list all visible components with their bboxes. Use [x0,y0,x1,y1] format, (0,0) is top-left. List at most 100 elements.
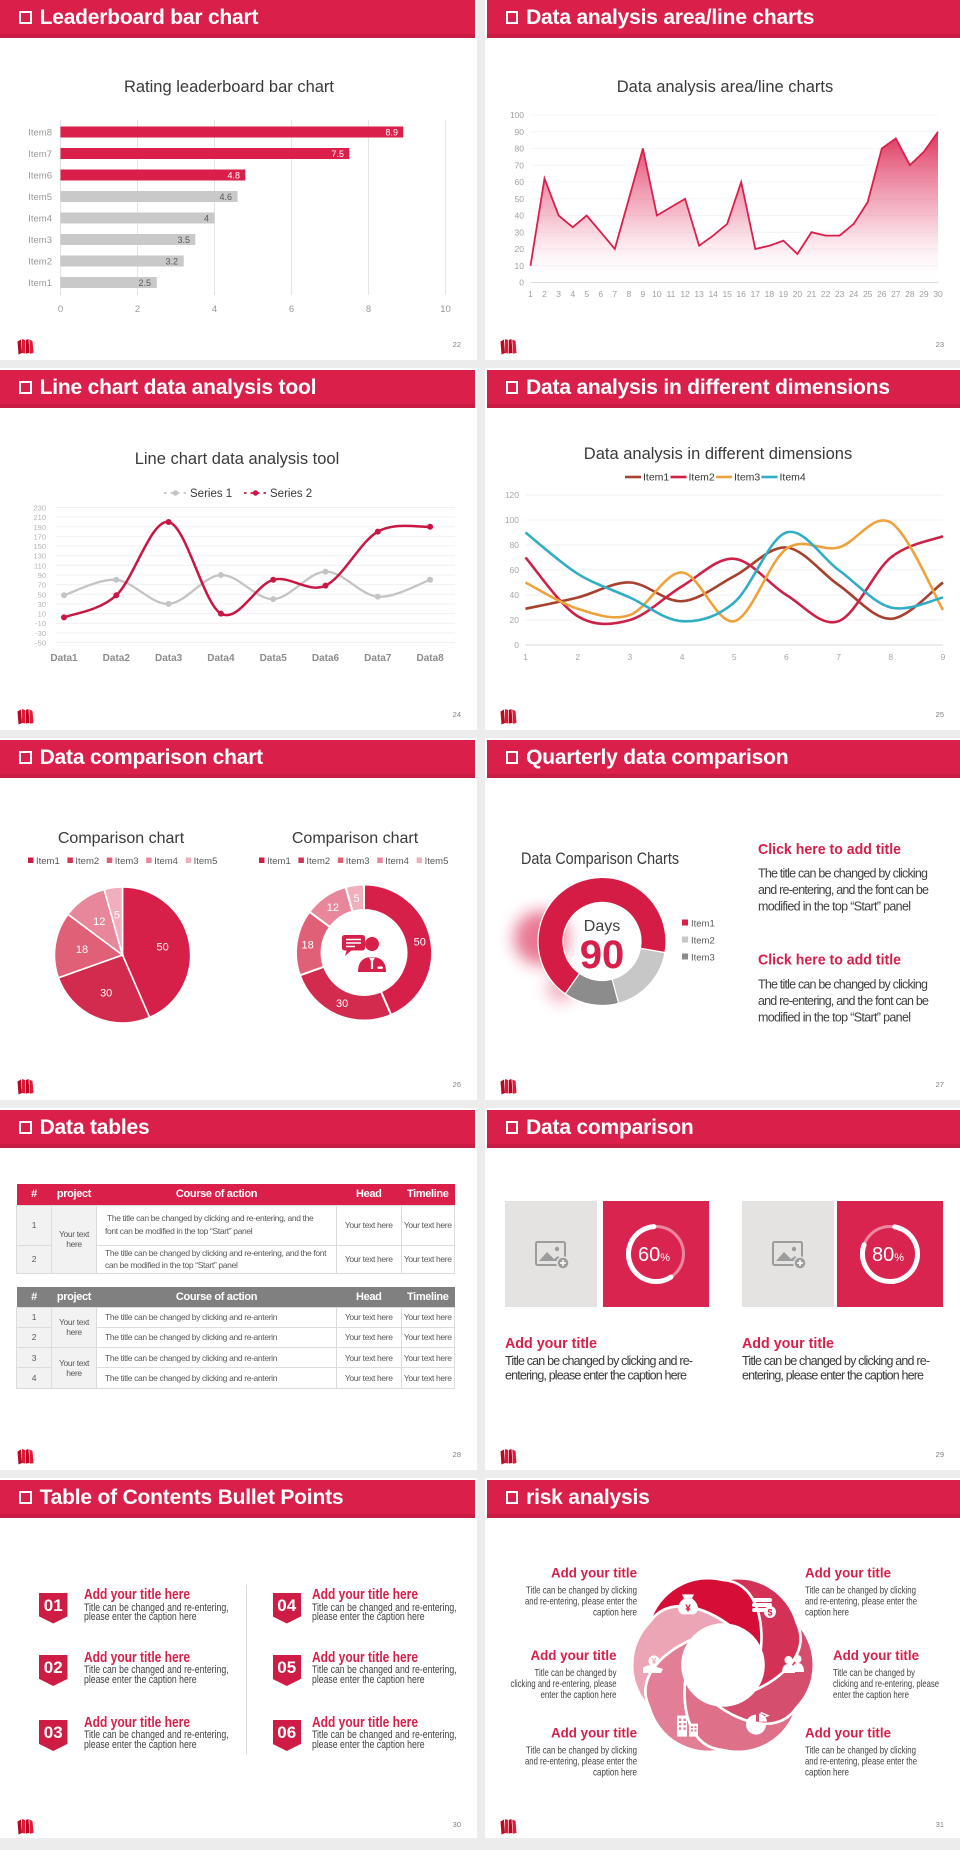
svg-text:Title can be changed by clicki: Title can be changed by clicking [526,1745,637,1757]
svg-text:Item4: Item4 [28,214,52,225]
svg-text:4: 4 [680,652,685,662]
svg-text:caption here: caption here [805,1766,849,1778]
svg-text:Data2: Data2 [103,653,131,664]
svg-text:50: 50 [38,590,46,599]
svg-text:10: 10 [515,261,525,271]
svg-text:210: 210 [33,513,46,522]
svg-text:2.5: 2.5 [138,278,151,288]
svg-text:13: 13 [694,289,704,299]
svg-text:Click here to add title: Click here to add title [758,952,901,969]
svg-text:and re-entering, and the font: and re-entering, and the font can be [758,883,929,897]
svg-text:$: $ [767,1607,772,1617]
svg-text:24: 24 [849,289,859,299]
svg-text:70: 70 [515,160,525,170]
svg-text:Item2: Item2 [28,257,52,268]
svg-text:caption here: caption here [593,1766,637,1778]
svg-text:0: 0 [519,278,524,288]
svg-text:12: 12 [327,902,339,914]
svg-text:clicking and re-entering, plea: clicking and re-entering, please [511,1678,617,1690]
svg-text:4: 4 [204,214,209,224]
svg-text:Item5: Item5 [425,856,449,867]
svg-text:entering, please enter the cap: entering, please enter the caption here [505,1369,687,1383]
svg-text:and re-entering, and the font: and re-entering, and the font can be [758,994,929,1008]
svg-text:Add your title: Add your title [805,1566,891,1581]
svg-text:12: 12 [680,289,690,299]
svg-text:-10: -10 [35,619,46,628]
svg-text:4: 4 [212,304,217,315]
svg-text:Item4: Item4 [154,856,178,867]
svg-text:Series 1: Series 1 [190,488,232,500]
svg-text:Add your title: Add your title [742,1335,834,1352]
svg-text:14: 14 [708,289,718,299]
svg-text:Click here to add title: Click here to add title [758,841,901,858]
svg-text:10: 10 [440,304,451,315]
svg-text:130: 130 [33,552,46,561]
svg-text:Title can be changed by: Title can be changed by [833,1667,916,1679]
svg-text:50: 50 [414,936,426,948]
svg-text:Add your title: Add your title [833,1648,919,1663]
svg-text:Title can be changed by clicki: Title can be changed by clicking [526,1585,637,1597]
svg-text:Days: Days [584,918,620,935]
svg-text:and re-entering, please enter: and re-entering, please enter the [805,1595,917,1607]
svg-text:Item1: Item1 [36,856,60,867]
svg-text:Item6: Item6 [28,171,52,182]
svg-text:30: 30 [38,600,46,609]
svg-text:Item7: Item7 [28,149,52,160]
svg-text:1: 1 [528,289,533,299]
svg-text:enter the caption here: enter the caption here [833,1689,909,1701]
svg-text:20: 20 [510,615,520,625]
svg-text:60: 60 [515,177,525,187]
svg-text:70: 70 [38,581,46,590]
svg-text:9: 9 [941,652,946,662]
svg-text:3.2: 3.2 [165,257,178,267]
svg-text:Add your title: Add your title [805,1726,891,1741]
svg-text:Item3: Item3 [115,856,139,867]
svg-text:22: 22 [821,289,831,299]
svg-text:Title can be changed by clicki: Title can be changed by clicking and re- [505,1354,693,1368]
svg-text:2: 2 [135,304,140,315]
svg-text:Title can be changed by clicki: Title can be changed by clicking [805,1745,916,1757]
svg-text:20: 20 [515,244,525,254]
svg-text:enter the caption here: enter the caption here [541,1689,617,1701]
svg-text:16: 16 [736,289,746,299]
svg-text:29: 29 [919,289,929,299]
svg-text:Data7: Data7 [364,653,392,664]
svg-text:10: 10 [652,289,662,299]
svg-text:-30: -30 [35,629,46,638]
svg-text:18: 18 [765,289,775,299]
svg-text:Item3: Item3 [346,856,370,867]
svg-text:120: 120 [505,490,519,500]
svg-text:Data3: Data3 [155,653,183,664]
svg-text:8: 8 [627,289,632,299]
svg-text:7: 7 [836,652,841,662]
svg-text:6: 6 [598,289,603,299]
svg-text:17: 17 [751,289,761,299]
svg-text:25: 25 [863,289,873,299]
svg-text:¥: ¥ [652,1657,657,1666]
svg-text:Item1: Item1 [267,856,291,867]
svg-text:170: 170 [33,532,46,541]
svg-text:7: 7 [612,289,617,299]
svg-text:1: 1 [523,652,528,662]
svg-text:90: 90 [38,571,46,580]
svg-text:5: 5 [114,909,120,921]
svg-text:30: 30 [933,289,943,299]
svg-text:Item5: Item5 [28,192,52,203]
svg-text:Item2: Item2 [75,856,99,867]
svg-text:26: 26 [877,289,887,299]
svg-text:caption here: caption here [593,1606,637,1618]
svg-text:Add your title: Add your title [505,1335,597,1352]
svg-text:5: 5 [584,289,589,299]
svg-text:modified in the top “Start” pa: modified in the top “Start” panel [758,1011,911,1025]
svg-text:8: 8 [888,652,893,662]
svg-text:90: 90 [515,127,525,137]
svg-text:Add your title: Add your title [551,1566,637,1581]
svg-text:3: 3 [628,652,633,662]
svg-text:40: 40 [510,590,520,600]
svg-text:11: 11 [667,289,676,299]
svg-text:Add your title: Add your title [531,1648,617,1663]
svg-text:and re-entering, please enter: and re-entering, please enter the [525,1755,637,1767]
svg-text:Item1: Item1 [643,472,669,484]
svg-text:19: 19 [779,289,789,299]
svg-text:0: 0 [58,304,63,315]
